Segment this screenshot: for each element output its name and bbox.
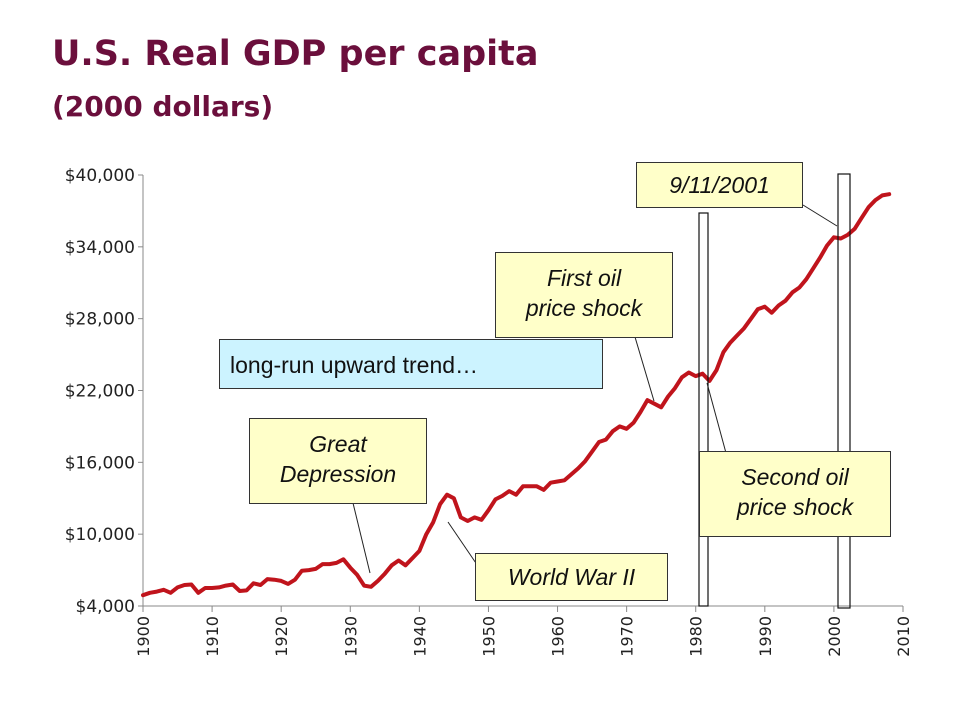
x-tick-label: 1900 <box>134 616 153 657</box>
gdp-series-line <box>141 192 892 598</box>
trend-callout-text: long-run upward trend… <box>230 352 479 378</box>
x-tick-label: 1930 <box>341 616 360 657</box>
oil1-leader-line <box>634 336 655 402</box>
oil2-callout-line2: price shock <box>736 494 854 520</box>
sept11-highlight-bar <box>837 173 851 609</box>
oil1-callout: First oil price shock <box>495 252 673 338</box>
x-tick-label: 1940 <box>410 616 429 657</box>
y-tick-label: $22,000 <box>65 382 135 402</box>
x-tick-label: 1960 <box>549 616 568 657</box>
oil-shock-highlight-bar <box>698 212 709 607</box>
x-tick-label: 1920 <box>272 616 291 657</box>
chart-axes <box>142 175 903 607</box>
page-title: U.S. Real GDP per capita <box>52 34 539 74</box>
y-tick-label: $40,000 <box>65 166 135 186</box>
x-tick-label: 1990 <box>756 616 775 657</box>
x-tick-label: 2000 <box>825 616 844 657</box>
depression-callout-line2: Depression <box>279 461 397 487</box>
sept11-callout-text: 9/11/2001 <box>669 172 770 198</box>
oil1-callout-line2: price shock <box>525 295 643 321</box>
y-tick-label: $34,000 <box>65 238 135 258</box>
x-tick-label: 1910 <box>203 616 222 657</box>
ww2-callout: World War II <box>475 553 668 601</box>
x-tick-label: 2010 <box>894 616 913 657</box>
x-tick-label: 1950 <box>479 616 498 657</box>
x-axis-ticks: 1900 1910 1920 1930 1940 1950 1960 1970 1980 1990… <box>134 606 913 657</box>
oil2-callout: Second oil price shock <box>699 451 891 537</box>
depression-leader-line <box>352 502 371 574</box>
oil2-callout-line1: Second oil <box>741 464 849 490</box>
y-axis-ticks: $4,000 $10,000 $16,000 $22,000 $28,000 $34,00… <box>65 166 143 617</box>
oil2-leader-line <box>706 382 727 454</box>
oil1-callout-line1: First oil <box>546 265 622 291</box>
depression-callout-line1: Great <box>309 431 367 457</box>
sept11-leader-line <box>802 204 838 227</box>
x-tick-label: 1970 <box>618 616 637 657</box>
x-tick-label: 1980 <box>687 616 706 657</box>
depression-callout: Great Depression <box>249 418 427 504</box>
ww2-callout-text: World War II <box>507 564 636 590</box>
y-tick-label: $10,000 <box>65 525 135 545</box>
trend-callout: long-run upward trend… <box>219 339 603 389</box>
y-tick-label: $4,000 <box>76 597 135 617</box>
y-tick-label: $16,000 <box>65 453 135 473</box>
sept11-callout: 9/11/2001 <box>636 162 803 208</box>
page-subtitle: (2000 dollars) <box>52 90 274 123</box>
y-tick-label: $28,000 <box>65 310 135 330</box>
